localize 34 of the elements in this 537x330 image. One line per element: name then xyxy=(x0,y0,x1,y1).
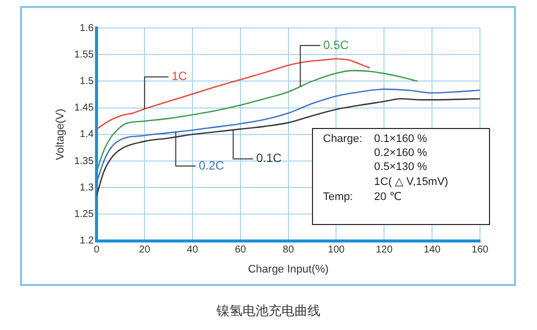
x-tick-label: 80 xyxy=(282,244,294,256)
x-tick-label: 60 xyxy=(234,244,246,256)
y-tick-label: 1.3 xyxy=(80,182,94,194)
annotation: Charge: xyxy=(322,132,364,146)
annotation: 0.5×130 % xyxy=(373,160,428,174)
y-tick-label: 1.5 xyxy=(80,76,94,87)
line-series xyxy=(96,58,370,130)
line-series xyxy=(96,70,418,172)
x-tick-label: 20 xyxy=(139,244,151,256)
annotation: 1C( △ V,15mV) xyxy=(373,175,450,189)
x-tick-label: 40 xyxy=(186,244,198,256)
annotation: 0.1×160 % xyxy=(373,132,428,146)
y-tick-label: 1.6 xyxy=(80,22,94,34)
annotation: 20 ℃ xyxy=(373,190,403,204)
x-tick-label: 100 xyxy=(328,244,346,256)
x-tick-label: 140 xyxy=(424,244,441,256)
x-axis-title: Charge Input(%) xyxy=(248,263,329,276)
y-tick-label: 1.35 xyxy=(74,156,94,167)
x-tick-label: 0 xyxy=(94,244,100,256)
annotation: 0.2×160 % xyxy=(373,146,428,160)
y-tick-label: 1.4 xyxy=(80,129,94,140)
x-tick-label: 160 xyxy=(472,244,489,256)
series-label: 0.1C xyxy=(256,151,282,166)
series-label: 1C xyxy=(172,69,188,84)
annotation: Temp: xyxy=(322,190,354,204)
y-tick-label: 1.2 xyxy=(80,236,94,247)
y-tick-label: 1.55 xyxy=(74,49,94,60)
text: 镍氢电池充电曲线 xyxy=(216,302,322,320)
x-tick-label: 120 xyxy=(376,244,393,256)
y-axis-title: Voltage(V) xyxy=(54,108,67,160)
series-label: 0.5C xyxy=(323,38,349,52)
y-tick-label: 1.45 xyxy=(74,102,94,114)
text: 0.2C xyxy=(198,158,224,172)
y-tick-label: 1.25 xyxy=(74,208,94,220)
